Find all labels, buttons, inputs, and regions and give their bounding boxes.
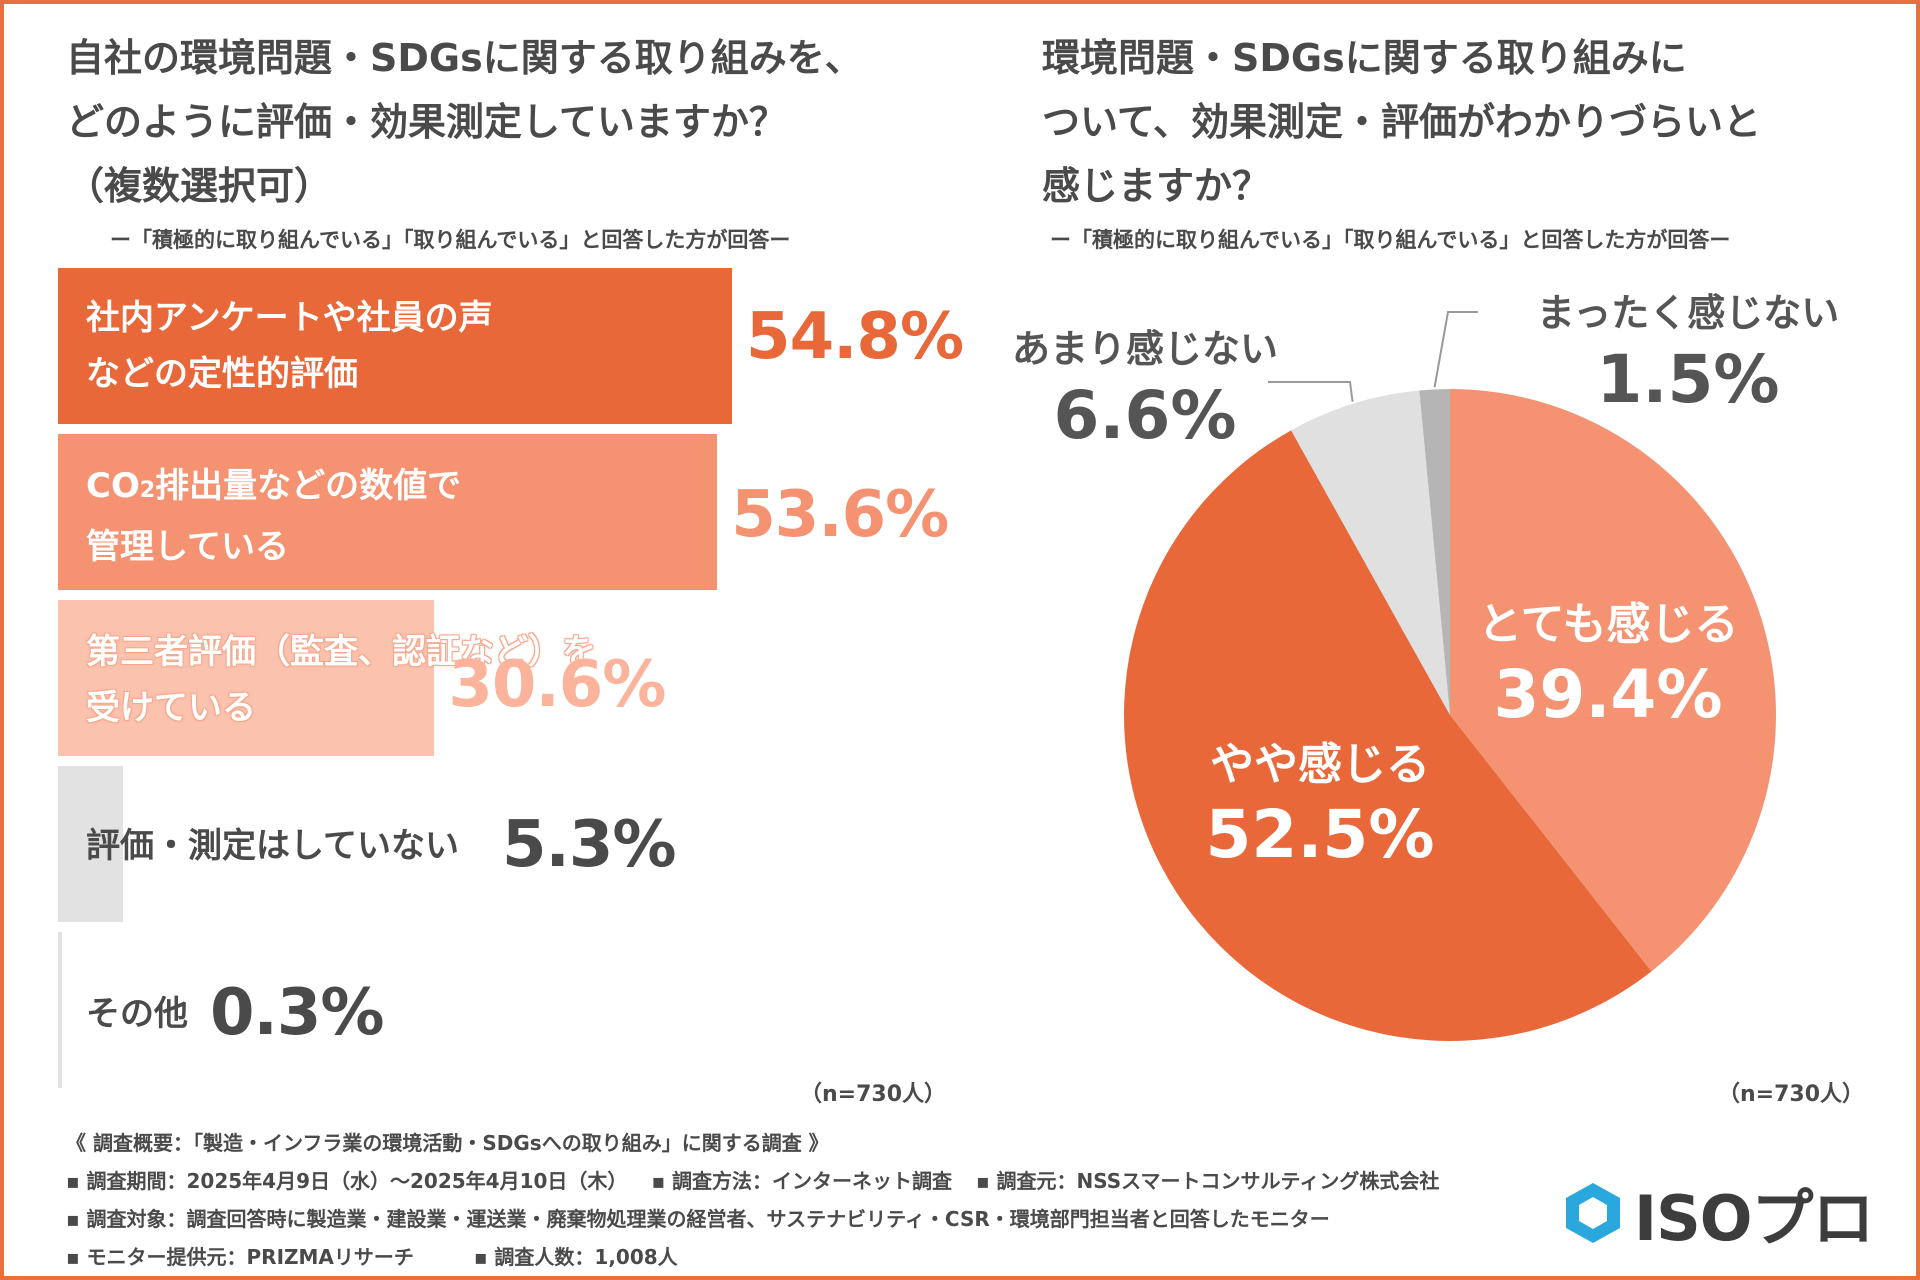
bar-label-not-measured: 評価・測定はしていない — [86, 826, 459, 866]
left-chart-title: 自社の環境問題・SDGsに関する取り組みを、 どのように評価・効果測定しています… — [66, 26, 863, 218]
bar-qualitative — [58, 268, 733, 424]
right-n-label: （n=730人） — [1718, 1082, 1865, 1107]
left-title-line-3: （複数選択可） — [66, 164, 333, 208]
pie-slice-not-at-all — [1419, 389, 1450, 715]
survey-target: ▪ 調査対象：調査回答時に製造業・建設業・運送業・廃棄物処理業の経営者、サステナ… — [66, 1207, 1330, 1231]
left-n-label: （n=730人） — [800, 1082, 947, 1107]
right-title-line-2: ついて、効果測定・評価がわかりづらいと — [1042, 100, 1761, 144]
logo-text: ISOプロ — [1634, 1182, 1874, 1255]
survey-line-3: ▪ モニター提供元：PRIZMAリサーチ ▪ 調査人数：1,008人 — [66, 1245, 678, 1269]
bar-value-not-measured: 5.3% — [502, 808, 676, 882]
left-chart-subtitle: ー「積極的に取り組んでいる」「取り組んでいる」と回答した方が回答ー — [110, 228, 791, 252]
pie-label-not-at-all: まったく感じない 1.5% — [1536, 291, 1840, 418]
bar-label-numeric: CO2排出量などの数値で 管理している — [86, 466, 462, 567]
pie-label-very: とても感じる 39.4% — [1478, 599, 1739, 733]
isopro-logo[interactable]: ISOプロ — [1562, 1168, 1874, 1258]
bar-value-other: 0.3% — [210, 976, 384, 1050]
pie-slice-not-much — [1291, 390, 1450, 715]
bar-third-party — [58, 600, 435, 756]
bar-label-third-party: 第三者評価（監査、認証など）を 受けている — [86, 632, 596, 728]
right-chart-subtitle: ー「積極的に取り組んでいる」「取り組んでいる」と回答した方が回答ー — [1050, 228, 1731, 252]
left-title-line-2: どのように評価・効果測定していますか？ — [66, 100, 787, 144]
survey-line-1: ▪ 調査期間：2025年4月9日（水）～2025年4月10日（木） ▪ 調査方法：… — [66, 1169, 1440, 1193]
leader-line-not-at-all — [1433, 311, 1478, 388]
pie-label-not-much: あまり感じない 6.6% — [1011, 327, 1278, 454]
pie-label-somewhat: やや感じる 52.5% — [1205, 739, 1435, 873]
bar-numeric — [58, 434, 718, 590]
bar-label-qualitative: 社内アンケートや社員の声 などの定性的評価 — [86, 298, 493, 394]
right-chart-title: 環境問題・SDGsに関する取り組みに ついて、効果測定・評価がわかりづらいと 感… — [1042, 26, 1761, 218]
hexagon-logo-icon — [1566, 1183, 1620, 1243]
bar-value-numeric: 53.6% — [731, 478, 949, 552]
bar-not-measured — [58, 766, 124, 922]
survey-overview: 《 調査概要：「製造・インフラ業の環境活動・SDGsへの取り組み」に関する調査 … — [66, 1124, 1439, 1276]
bar-value-third-party: 30.6% — [448, 648, 666, 722]
survey-heading: 《 調査概要：「製造・インフラ業の環境活動・SDGsへの取り組み」に関する調査 … — [66, 1131, 829, 1155]
right-title-line-3: 感じますか？ — [1042, 164, 1271, 208]
bar-label-other: その他 — [86, 994, 188, 1034]
left-title-line-1: 自社の環境問題・SDGsに関する取り組みを、 — [66, 36, 863, 80]
bar-value-qualitative: 54.8% — [746, 300, 964, 374]
right-title-line-1: 環境問題・SDGsに関する取り組みに — [1042, 36, 1687, 80]
bar-other — [58, 932, 62, 1088]
